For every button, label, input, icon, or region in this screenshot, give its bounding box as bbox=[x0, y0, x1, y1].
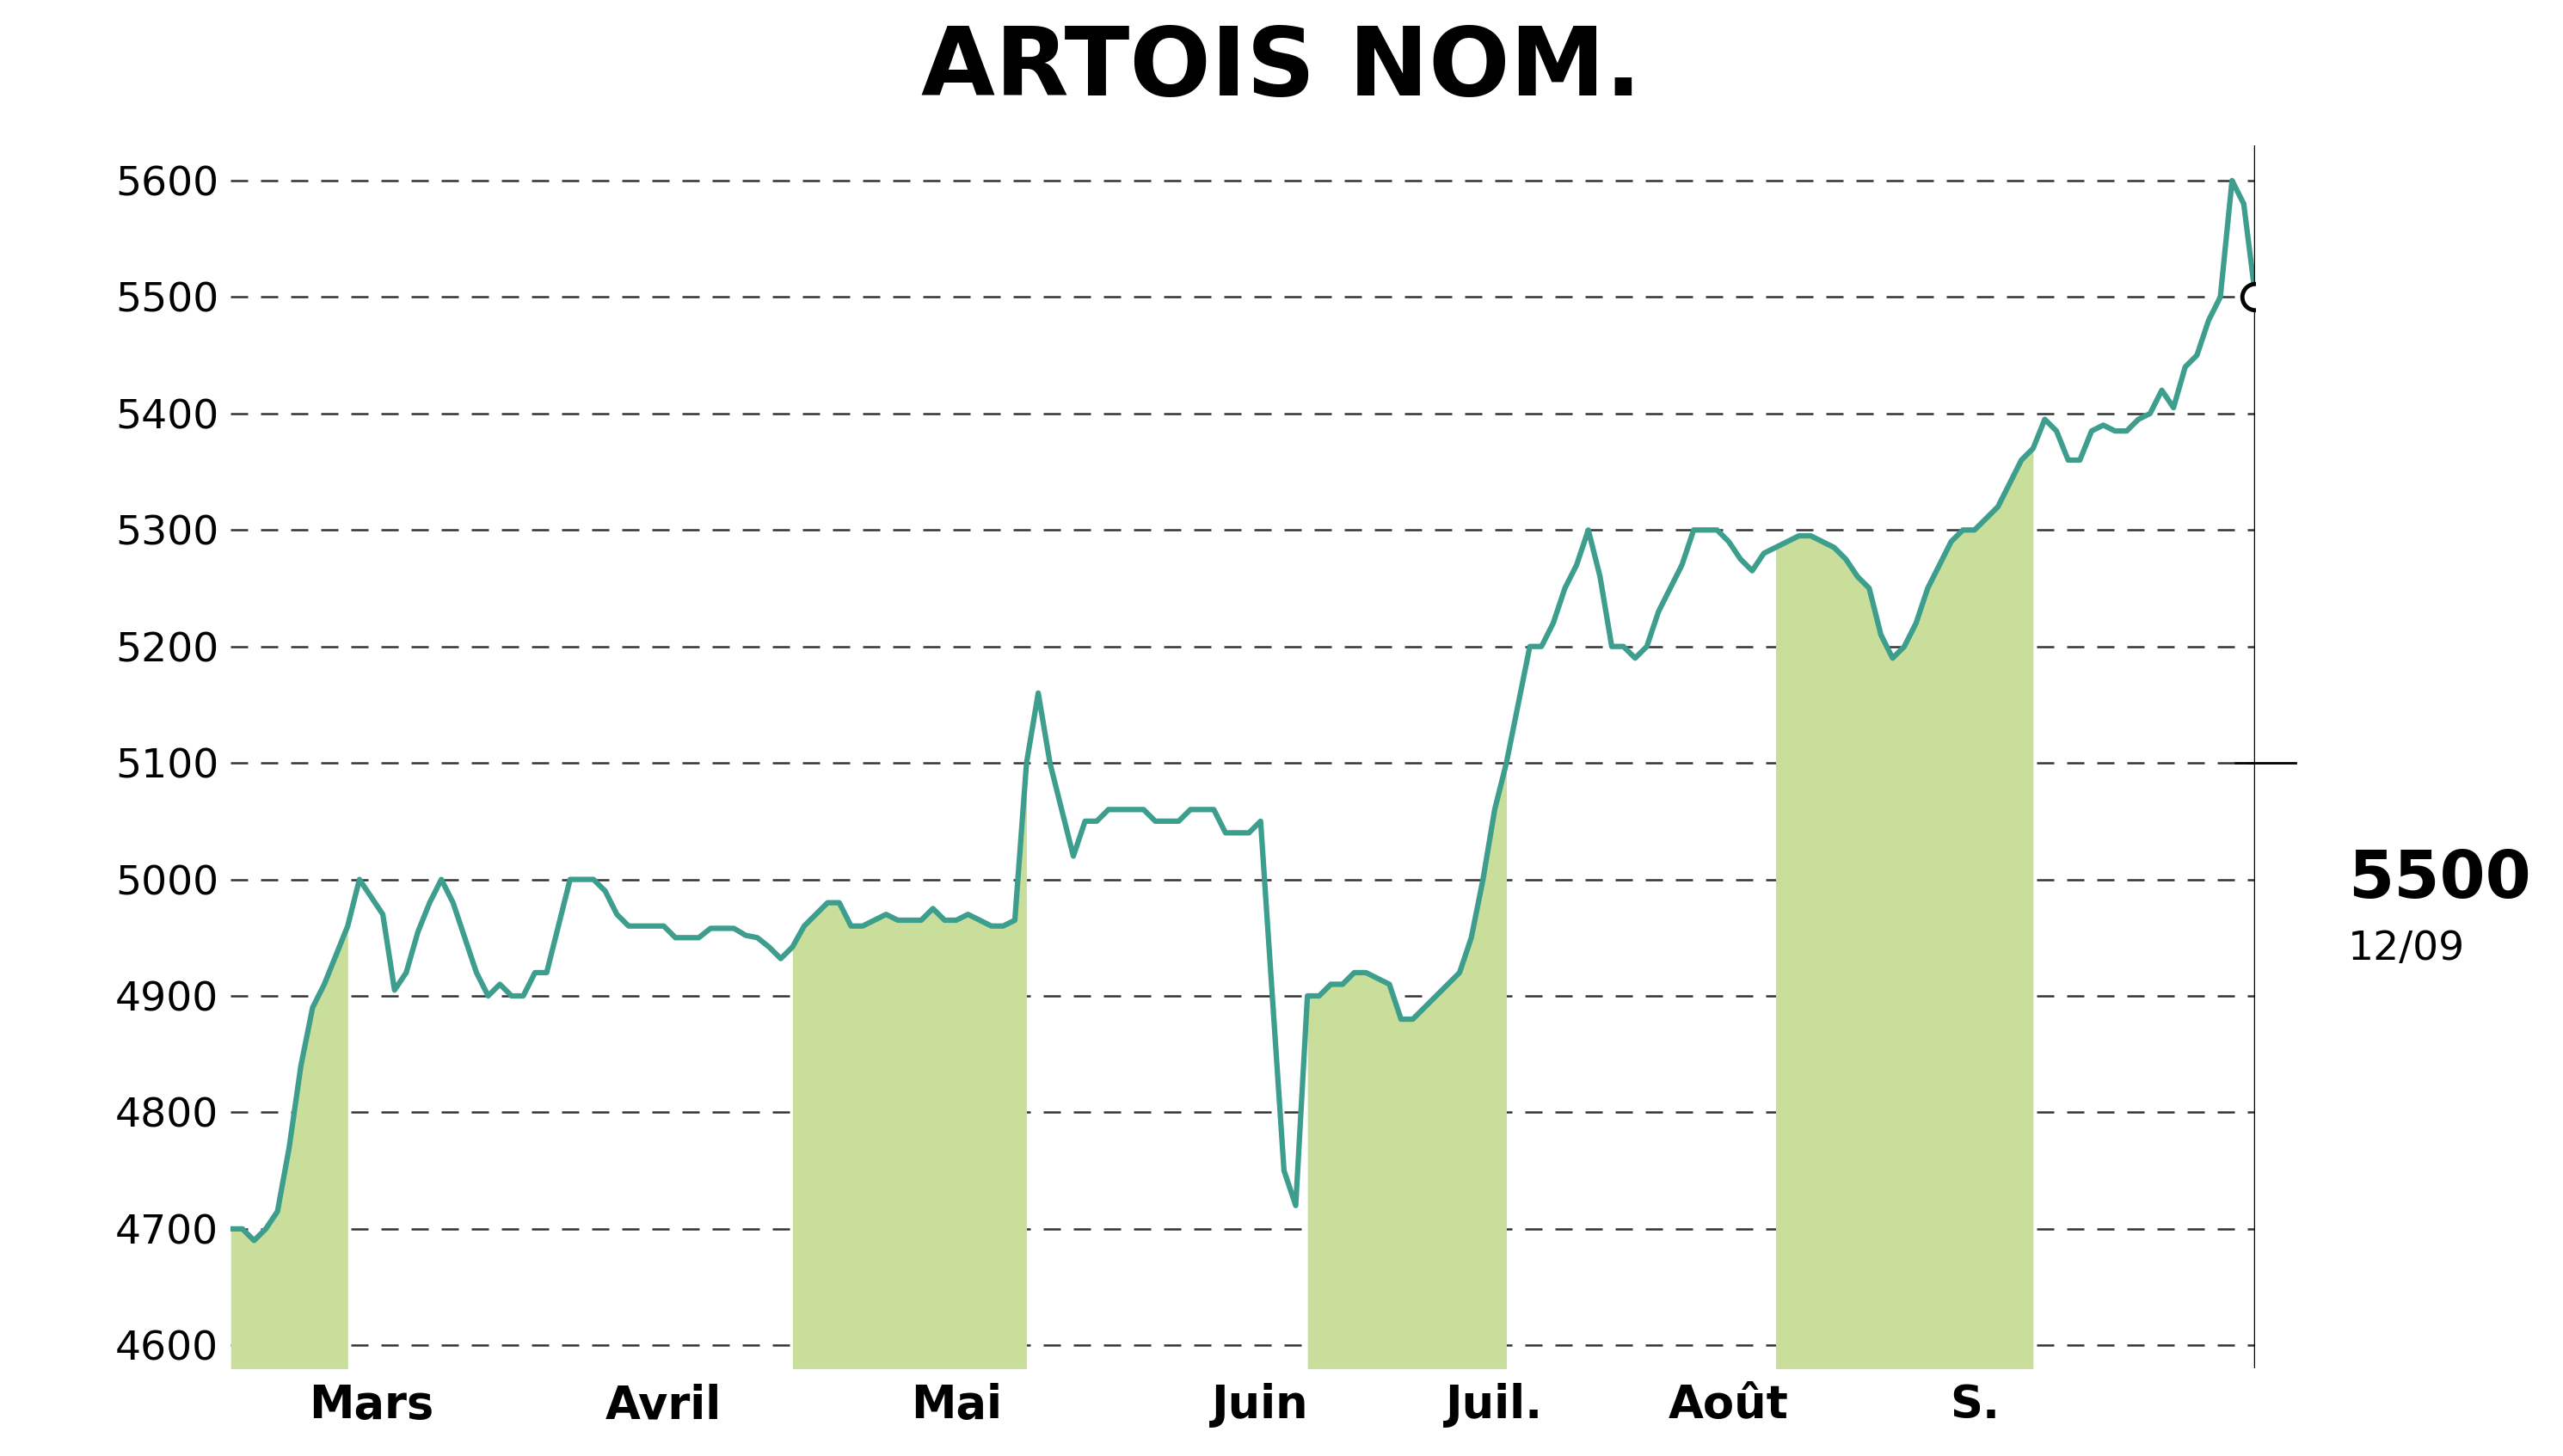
Text: ARTOIS NOM.: ARTOIS NOM. bbox=[920, 23, 1643, 115]
Text: 5500: 5500 bbox=[2348, 847, 2530, 911]
Text: 12/09: 12/09 bbox=[2348, 930, 2466, 968]
